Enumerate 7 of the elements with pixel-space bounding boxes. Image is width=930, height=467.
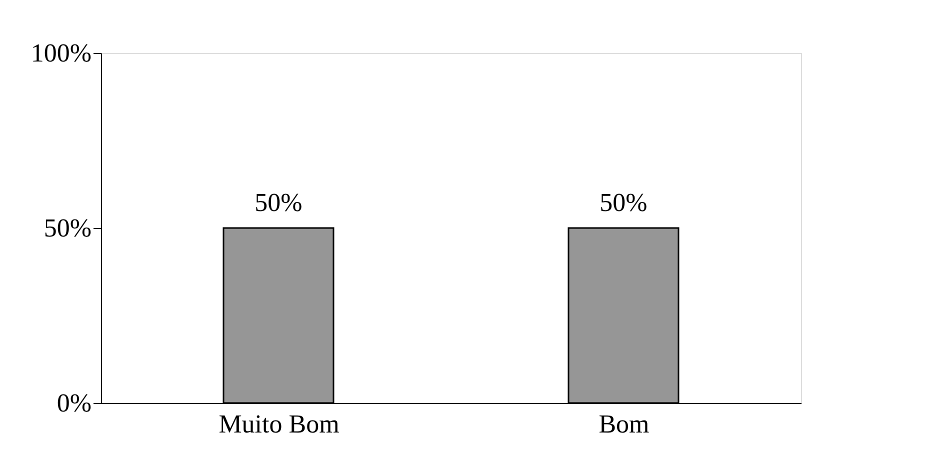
data-label: 50%	[600, 188, 648, 217]
x-tick-label: Muito Bom	[218, 410, 340, 438]
y-tick-label: 0%	[56, 388, 92, 418]
y-tick-label: 50%	[44, 214, 92, 242]
data-label: 50%	[254, 188, 302, 217]
y-tick-label: 100%	[30, 38, 92, 68]
x-tick-label: Bom	[598, 410, 650, 438]
